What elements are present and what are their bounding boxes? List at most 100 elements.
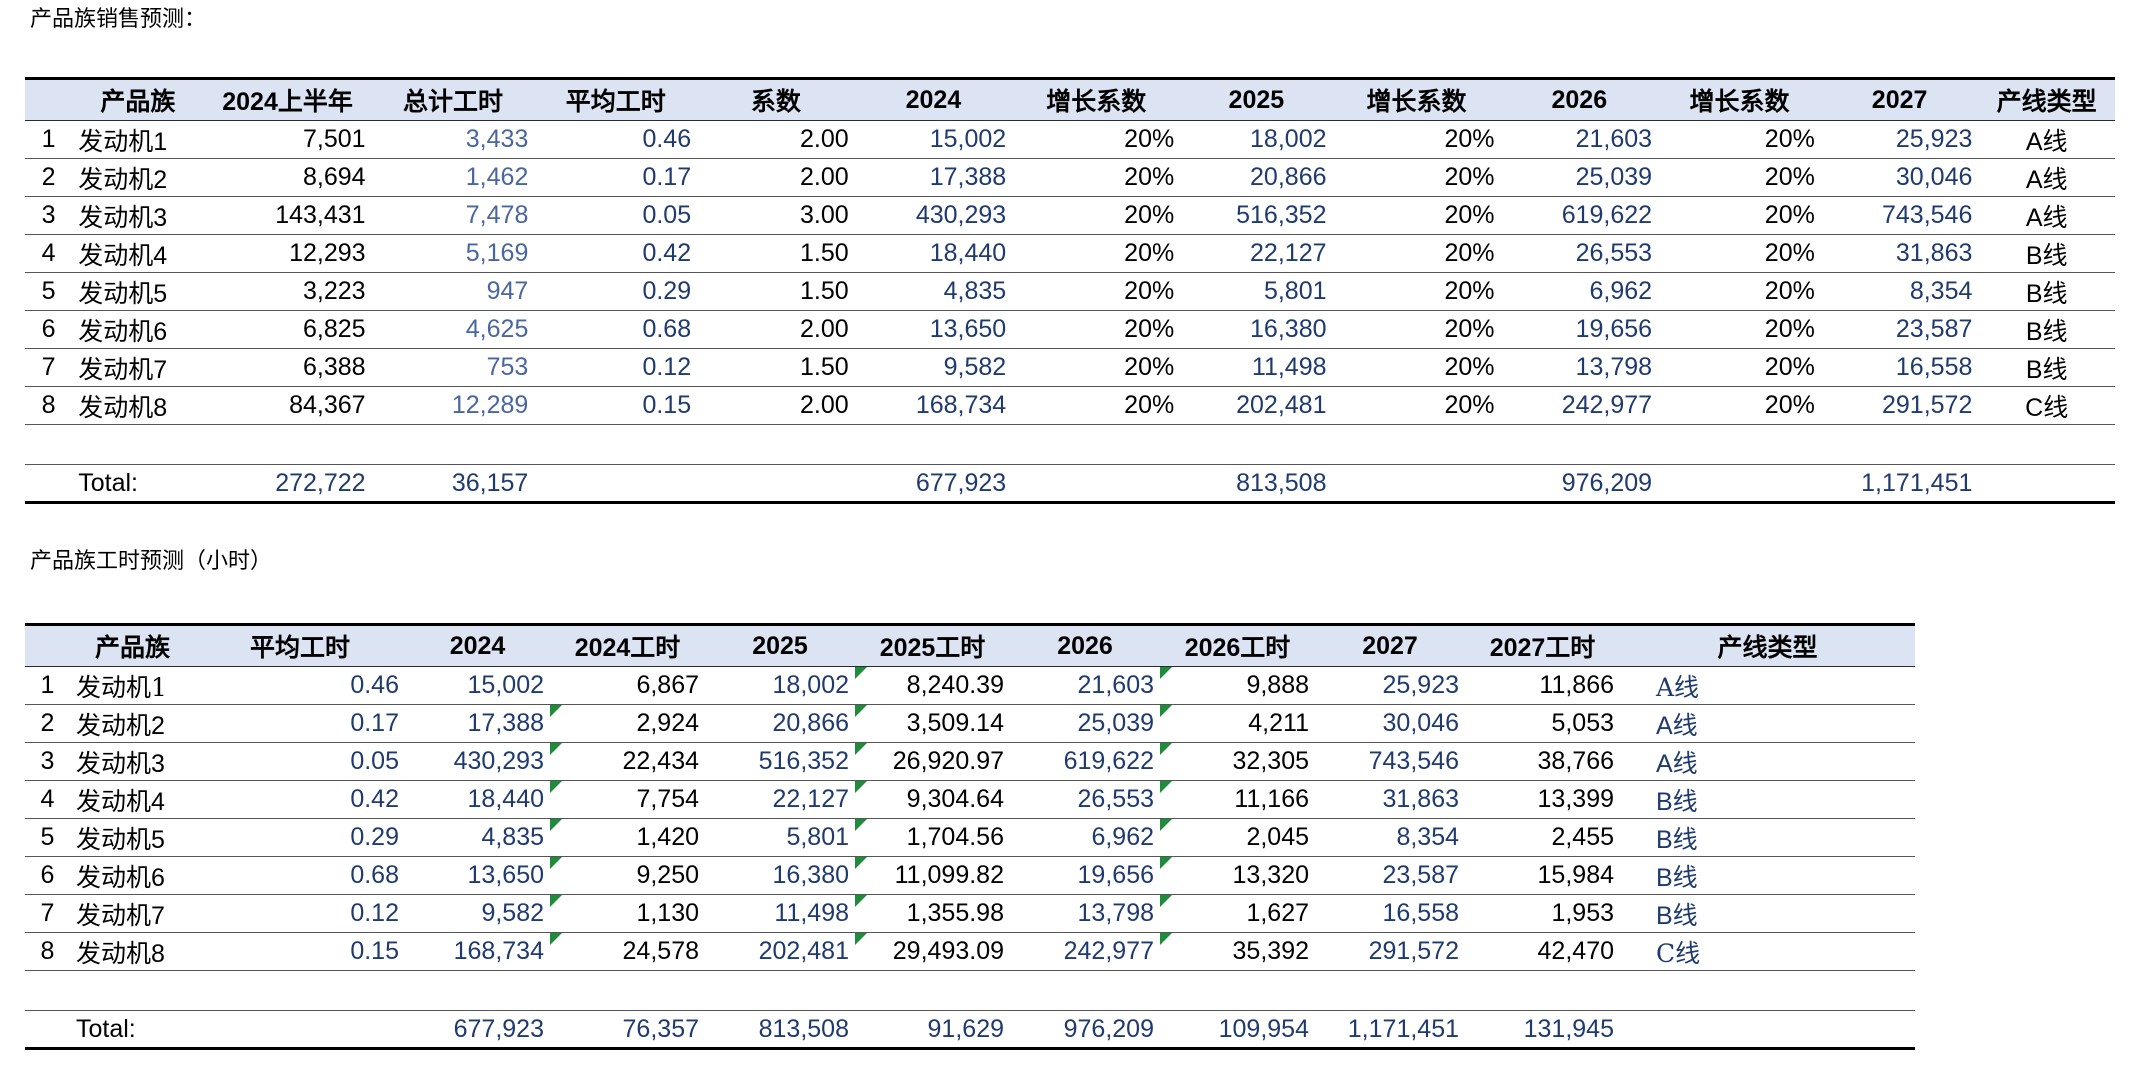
sales-cell: 25,039 bbox=[1500, 158, 1659, 197]
sales-empty-cell bbox=[203, 424, 372, 465]
hours-header-cell: 2025工时 bbox=[855, 623, 1010, 667]
sales-cell: 20% bbox=[1012, 196, 1181, 235]
hours-cell: 13,399 bbox=[1465, 780, 1620, 819]
sales-cell: 25,923 bbox=[1820, 120, 1979, 159]
sales-cell: 202,481 bbox=[1180, 386, 1333, 425]
hours-cell: 18,002 bbox=[705, 666, 855, 705]
hours-total-cell: 976,209 bbox=[1010, 1010, 1160, 1050]
hours-cell: 4,211 bbox=[1160, 704, 1315, 743]
hours-header-row: 产品族 平均工时 2024 2024工时 2025 2025工时 2026 2026工时 202… bbox=[25, 623, 1915, 667]
sales-cell: 430,293 bbox=[854, 196, 1013, 235]
hours-cell: 6 bbox=[25, 856, 70, 895]
sales-cell: 5 bbox=[25, 272, 73, 311]
sales-header-cell: 产线类型 bbox=[1978, 77, 2115, 121]
sales-cell: 18,002 bbox=[1180, 120, 1333, 159]
hours-cell: 2,455 bbox=[1465, 818, 1620, 857]
hours-cell: 25,039 bbox=[1010, 704, 1160, 743]
hours-cell: B线 bbox=[1620, 818, 1915, 857]
hours-cell: 30,046 bbox=[1315, 704, 1465, 743]
sales-cell: 20% bbox=[1658, 310, 1821, 349]
sales-header-cell: 总计工时 bbox=[371, 77, 535, 121]
hours-cell: 11,866 bbox=[1465, 666, 1620, 705]
sales-cell: 30,046 bbox=[1820, 158, 1979, 197]
sales-forecast-title: 产品族销售预测： bbox=[30, 7, 207, 32]
hours-cell: 619,622 bbox=[1010, 742, 1160, 781]
hours-cell: 4,835 bbox=[405, 818, 550, 857]
hours-header-cell: 产品族 bbox=[70, 623, 195, 667]
hours-cell: 发动机2 bbox=[70, 704, 195, 743]
hours-cell: 3 bbox=[25, 742, 70, 781]
sales-cell: 0.05 bbox=[534, 196, 698, 235]
hours-cell: 11,166 bbox=[1160, 780, 1315, 819]
sales-forecast-table: 产品族 2024上半年 总计工时 平均工时 系数 2024 增长系数 2025 增长系数 2026… bbox=[25, 77, 2115, 504]
sales-header-cell: 增长系数 bbox=[1012, 77, 1181, 121]
sales-total-row: Total: 272,722 36,157 677,923 813,508 976,209… bbox=[25, 464, 2115, 504]
sales-cell: A线 bbox=[1978, 196, 2115, 235]
hours-cell: 242,977 bbox=[1010, 932, 1160, 971]
hours-empty-cell bbox=[705, 970, 855, 1011]
sales-cell: 20% bbox=[1012, 386, 1181, 425]
sales-cell: 8 bbox=[25, 386, 73, 425]
hours-total-cell: 91,629 bbox=[855, 1010, 1010, 1050]
hours-cell: 23,587 bbox=[1315, 856, 1465, 895]
hours-row: 3 发动机3 0.05 430,293 22,434 516,352 26,920.97 61… bbox=[25, 742, 1915, 781]
hours-cell: 291,572 bbox=[1315, 932, 1465, 971]
sales-total-cell bbox=[1012, 464, 1181, 504]
sales-cell: 17,388 bbox=[854, 158, 1013, 197]
hours-empty-cell bbox=[1465, 970, 1620, 1011]
sales-cell: 12,289 bbox=[371, 386, 535, 425]
hours-cell: 17,388 bbox=[405, 704, 550, 743]
sales-cell: 16,380 bbox=[1180, 310, 1333, 349]
hours-empty-cell bbox=[550, 970, 705, 1011]
hours-row: 2 发动机2 0.17 17,388 2,924 20,866 3,509.14 25,039… bbox=[25, 704, 1915, 743]
sales-cell: 20% bbox=[1012, 348, 1181, 387]
sales-cell: B线 bbox=[1978, 310, 2115, 349]
sales-cell: 7,501 bbox=[203, 120, 372, 159]
sales-cell: 20% bbox=[1332, 386, 1501, 425]
hours-total-cell: 1,171,451 bbox=[1315, 1010, 1465, 1050]
sales-cell: 20% bbox=[1658, 158, 1821, 197]
hours-row: 6 发动机6 0.68 13,650 9,250 16,380 11,099.82 19,65… bbox=[25, 856, 1915, 895]
sales-cell: 20% bbox=[1658, 272, 1821, 311]
sales-cell: 143,431 bbox=[203, 196, 372, 235]
hours-cell: 发动机4 bbox=[70, 780, 195, 819]
hours-total-row: Total: 677,923 76,357 813,508 91,629 976,209 1… bbox=[25, 1010, 1915, 1050]
hours-cell: 发动机3 bbox=[70, 742, 195, 781]
sales-cell: 6,388 bbox=[203, 348, 372, 387]
hours-cell: 8,354 bbox=[1315, 818, 1465, 857]
hours-row: 4 发动机4 0.42 18,440 7,754 22,127 9,304.64 26,553… bbox=[25, 780, 1915, 819]
sales-cell: 12,293 bbox=[203, 234, 372, 273]
hours-cell: 1,627 bbox=[1160, 894, 1315, 933]
sales-cell: 0.12 bbox=[534, 348, 698, 387]
sales-row: 8 发动机8 84,367 12,289 0.15 2.00 168,734 20% 202,4… bbox=[25, 386, 2115, 425]
sales-total-cell: 976,209 bbox=[1500, 464, 1659, 504]
sales-cell: 1.50 bbox=[697, 348, 855, 387]
sales-cell: 0.15 bbox=[534, 386, 698, 425]
sales-cell: 3,433 bbox=[371, 120, 535, 159]
hours-header-cell: 产线类型 bbox=[1620, 623, 1915, 667]
sales-cell: 发动机7 bbox=[72, 348, 204, 387]
sales-cell: 3,223 bbox=[203, 272, 372, 311]
sales-cell: 619,622 bbox=[1500, 196, 1659, 235]
sales-cell: 23,587 bbox=[1820, 310, 1979, 349]
sales-cell: 15,002 bbox=[854, 120, 1013, 159]
sales-total-cell bbox=[534, 464, 698, 504]
hours-cell: 1 bbox=[25, 666, 70, 705]
sales-cell: 168,734 bbox=[854, 386, 1013, 425]
sales-cell: 2 bbox=[25, 158, 73, 197]
hours-cell: 发动机1 bbox=[70, 666, 195, 705]
sales-cell: B线 bbox=[1978, 272, 2115, 311]
sales-empty-cell bbox=[371, 424, 535, 465]
sales-cell: 84,367 bbox=[203, 386, 372, 425]
hours-cell: 430,293 bbox=[405, 742, 550, 781]
sales-cell: 31,863 bbox=[1820, 234, 1979, 273]
sales-cell: 13,798 bbox=[1500, 348, 1659, 387]
sales-cell: B线 bbox=[1978, 348, 2115, 387]
sales-empty-cell bbox=[1658, 424, 1821, 465]
sales-cell: 0.68 bbox=[534, 310, 698, 349]
hours-cell: 9,888 bbox=[1160, 666, 1315, 705]
sales-cell: 20% bbox=[1658, 120, 1821, 159]
hours-cell: 24,578 bbox=[550, 932, 705, 971]
hours-cell: 22,127 bbox=[705, 780, 855, 819]
sales-cell: 1 bbox=[25, 120, 73, 159]
